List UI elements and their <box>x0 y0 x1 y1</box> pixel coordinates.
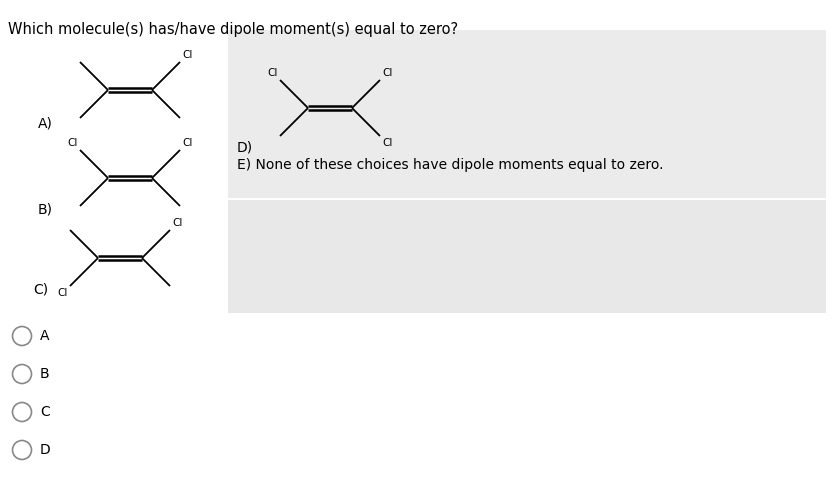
Text: Cl: Cl <box>67 138 78 148</box>
Text: D: D <box>40 443 51 457</box>
Bar <box>7 30 225 313</box>
Text: Cl: Cl <box>182 138 192 148</box>
Text: D): D) <box>237 140 253 154</box>
Text: C): C) <box>33 282 48 296</box>
Bar <box>228 30 826 198</box>
Text: Cl: Cl <box>267 68 278 78</box>
Bar <box>228 200 826 313</box>
Text: E) None of these choices have dipole moments equal to zero.: E) None of these choices have dipole mom… <box>237 158 664 172</box>
Text: Cl: Cl <box>57 288 68 298</box>
Text: Cl: Cl <box>172 218 182 228</box>
Text: B: B <box>40 367 50 381</box>
Text: Cl: Cl <box>382 68 392 78</box>
Text: Cl: Cl <box>382 138 392 148</box>
Text: Cl: Cl <box>182 50 192 60</box>
Text: Which molecule(s) has/have dipole moment(s) equal to zero?: Which molecule(s) has/have dipole moment… <box>8 22 458 37</box>
Text: A): A) <box>38 116 52 130</box>
Text: C: C <box>40 405 50 419</box>
Text: B): B) <box>38 202 53 216</box>
Text: A: A <box>40 329 49 343</box>
